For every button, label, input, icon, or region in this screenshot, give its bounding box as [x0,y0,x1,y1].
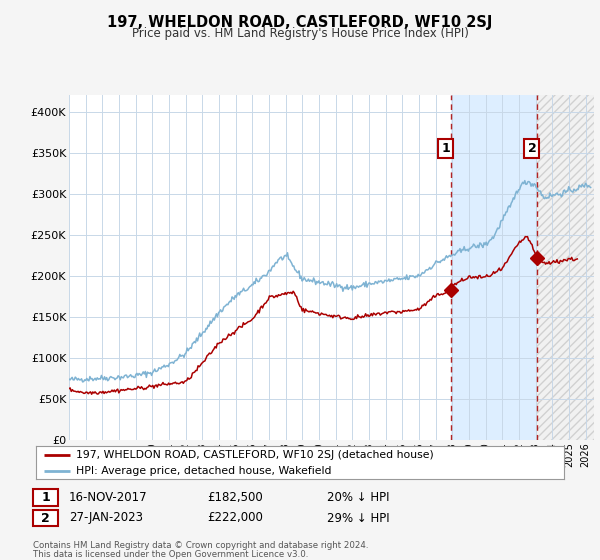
Text: Price paid vs. HM Land Registry's House Price Index (HPI): Price paid vs. HM Land Registry's House … [131,27,469,40]
Text: 197, WHELDON ROAD, CASTLEFORD, WF10 2SJ: 197, WHELDON ROAD, CASTLEFORD, WF10 2SJ [107,15,493,30]
Text: 27-JAN-2023: 27-JAN-2023 [69,511,143,525]
Text: 1: 1 [441,142,450,155]
Text: £182,500: £182,500 [207,491,263,504]
Bar [451,95,537,440]
Text: 2: 2 [41,511,50,525]
Text: This data is licensed under the Open Government Licence v3.0.: This data is licensed under the Open Gov… [33,550,308,559]
Text: Contains HM Land Registry data © Crown copyright and database right 2024.: Contains HM Land Registry data © Crown c… [33,541,368,550]
Text: 1: 1 [41,491,50,504]
Text: 20% ↓ HPI: 20% ↓ HPI [327,491,389,504]
Text: 29% ↓ HPI: 29% ↓ HPI [327,511,389,525]
Text: 197, WHELDON ROAD, CASTLEFORD, WF10 2SJ (detached house): 197, WHELDON ROAD, CASTLEFORD, WF10 2SJ … [76,450,433,460]
Text: HPI: Average price, detached house, Wakefield: HPI: Average price, detached house, Wake… [76,466,331,475]
Text: £222,000: £222,000 [207,511,263,525]
Text: 16-NOV-2017: 16-NOV-2017 [69,491,148,504]
Bar [537,95,594,440]
Text: 2: 2 [527,142,536,155]
